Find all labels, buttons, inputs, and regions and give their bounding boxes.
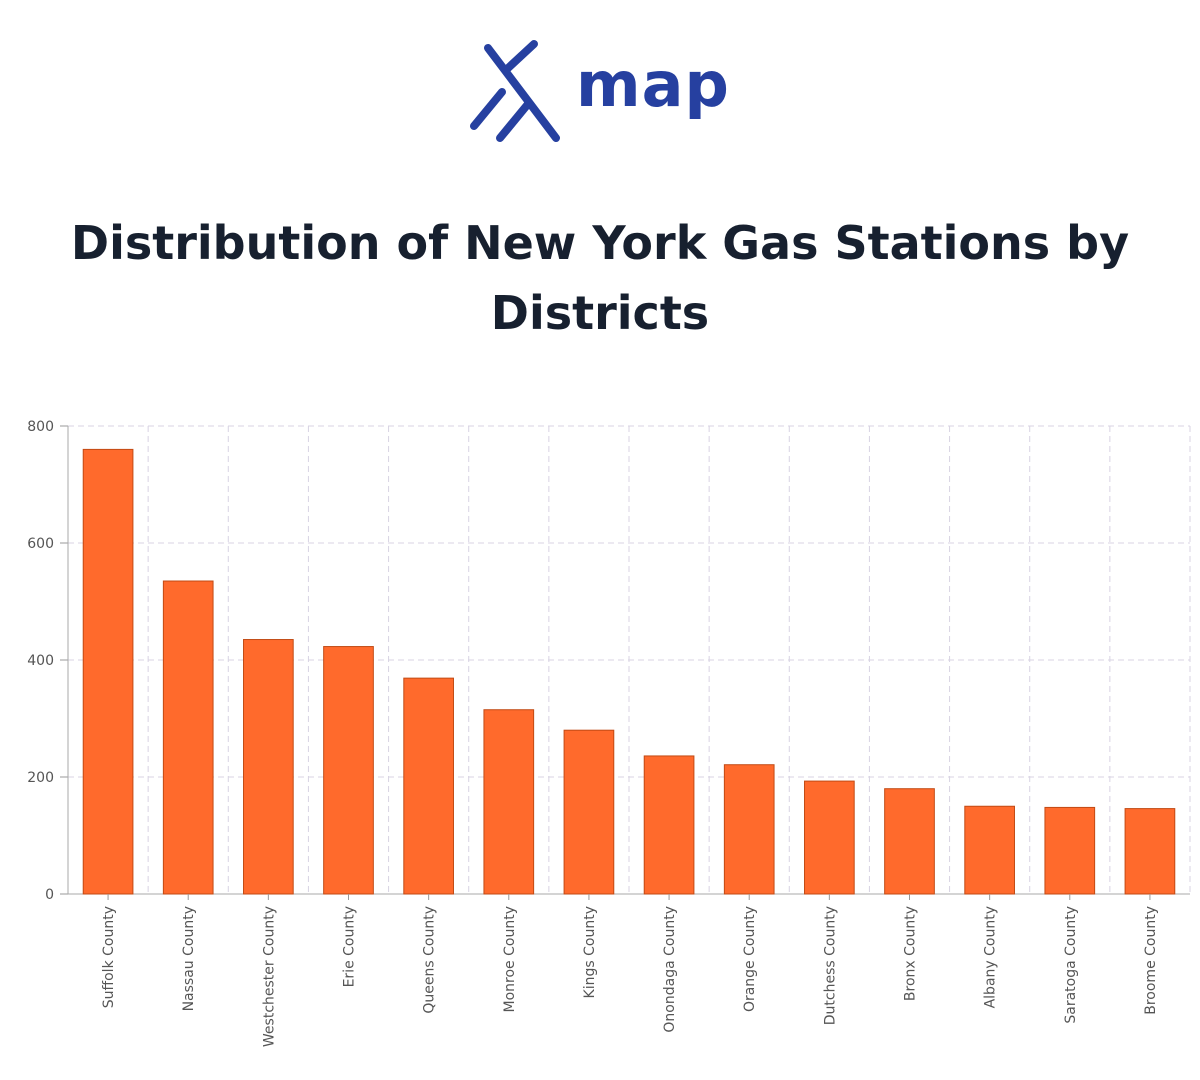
y-tick-label: 800 (27, 419, 54, 435)
x-tick-label: Queens County (422, 906, 438, 1014)
y-tick-label: 0 (45, 887, 54, 903)
x-tick-label: Monroe County (502, 906, 518, 1012)
x-tick-label: Broome County (1143, 906, 1159, 1015)
x-tick-label: Suffolk County (101, 906, 117, 1008)
x-tick-label: Dutchess County (822, 906, 838, 1025)
bar (162, 580, 214, 895)
bar (723, 764, 775, 895)
bar (483, 709, 535, 895)
bar (804, 780, 855, 895)
bar (403, 677, 454, 895)
bar (643, 755, 695, 895)
bar (1044, 806, 1096, 895)
x-tick-label: Bronx County (903, 906, 919, 1001)
bar (964, 805, 1015, 895)
bar (563, 729, 615, 895)
bar (1124, 808, 1176, 895)
x-tick-label: Kings County (582, 906, 598, 998)
x-tick-label: Nassau County (181, 906, 197, 1011)
x-tick-label: Orange County (742, 906, 758, 1012)
page-title: Distribution of New York Gas Stations by… (70, 216, 1130, 340)
y-tick-label: 600 (27, 536, 54, 552)
y-tick-label: 200 (27, 770, 54, 786)
bar (323, 646, 374, 895)
brand-name: map (576, 48, 730, 121)
bar-chart: 0 200 400 600 800 Suffolk County Nassau County… (27, 419, 1191, 1047)
brand-logo: map (470, 40, 740, 150)
x-logo-icon (470, 40, 560, 142)
x-tick-label: Albany County (983, 906, 999, 1008)
bar (884, 788, 935, 895)
bar (243, 639, 294, 895)
x-tick-label: Onondaga County (662, 906, 678, 1033)
y-tick-label: 400 (27, 653, 54, 669)
x-tick-label: Saratoga County (1063, 906, 1079, 1024)
x-tick-label: Erie County (342, 906, 358, 987)
bar (82, 448, 134, 895)
x-tick-label: Westchester County (261, 906, 277, 1047)
